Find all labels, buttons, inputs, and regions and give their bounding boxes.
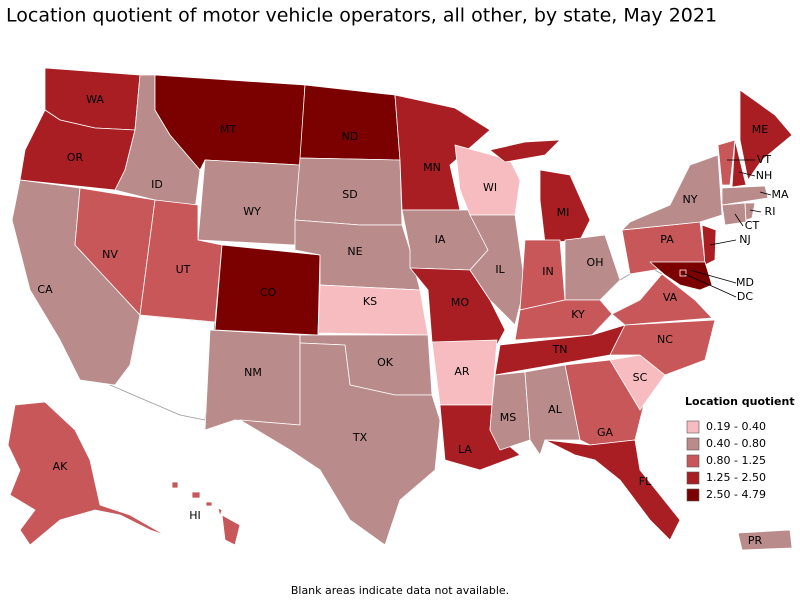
state-label: UT [176, 263, 191, 276]
state-label: PA [660, 233, 674, 246]
legend-label: 0.80 - 1.25 [706, 454, 766, 467]
state-label: KS [363, 295, 377, 308]
state-label: MN [423, 161, 441, 174]
leader-line [749, 209, 762, 213]
state-label: TX [352, 431, 368, 444]
leader-line [738, 171, 756, 177]
state [197, 159, 301, 246]
state-label: AL [548, 403, 563, 416]
state [544, 439, 681, 541]
legend-title: Location quotient [685, 395, 795, 408]
state-label: MD [736, 276, 754, 289]
state-label: OK [377, 356, 394, 369]
state-label: OR [67, 151, 84, 164]
state-label: ME [752, 123, 768, 136]
state-label: OH [587, 256, 604, 269]
state [7, 401, 166, 546]
state [204, 329, 301, 431]
leader-line [682, 272, 737, 298]
state-label: GA [597, 426, 614, 439]
state-label: SD [342, 188, 357, 201]
state-label: DC [737, 290, 753, 303]
state-label: ID [151, 178, 163, 191]
state [721, 202, 747, 226]
state [621, 154, 723, 231]
state [191, 491, 201, 499]
state-label: CT [745, 219, 760, 232]
legend-label: 0.19 - 0.40 [706, 420, 766, 433]
state-label: MT [220, 123, 236, 136]
state-label: NH [756, 169, 773, 182]
state-label: SC [633, 371, 648, 384]
state-label: PR [748, 534, 763, 547]
state-label: NY [683, 193, 698, 206]
state-label: KY [571, 308, 585, 321]
state-label: IA [435, 233, 446, 246]
state [205, 501, 213, 507]
leader-line [734, 213, 744, 227]
state-label: NJ [739, 233, 750, 246]
legend-swatch [686, 420, 700, 434]
state [394, 94, 491, 211]
legend-swatch [686, 437, 700, 451]
state-label: CA [37, 283, 53, 296]
state-label: WA [86, 93, 104, 106]
state-label: VA [663, 291, 678, 304]
state-label: IL [495, 263, 505, 276]
state-label: VT [757, 153, 772, 166]
state [239, 342, 441, 546]
state [171, 481, 179, 489]
leader-line [689, 269, 737, 284]
footnote: Blank areas indicate data not available. [291, 584, 509, 597]
leader-line [759, 191, 772, 196]
state-label: CO [260, 286, 277, 299]
state-label: ND [342, 130, 359, 143]
state [701, 224, 717, 266]
state-label: RI [765, 205, 776, 218]
state [737, 529, 793, 551]
state-label: TN [552, 343, 568, 356]
state-label: MO [451, 296, 469, 309]
state [721, 185, 769, 206]
legend-label: 2.50 - 4.79 [706, 488, 766, 501]
legend-swatch [686, 471, 700, 485]
legend-label: 1.25 - 2.50 [706, 471, 766, 484]
state-label: AR [454, 365, 470, 378]
map-title: Location quotient of motor vehicle opera… [6, 5, 717, 27]
state-label: NM [244, 366, 262, 379]
state [221, 514, 241, 546]
state-label: LA [458, 443, 472, 456]
state [317, 284, 429, 336]
state [564, 234, 621, 301]
state-label: WI [483, 181, 497, 194]
state [731, 139, 747, 188]
state [744, 202, 756, 221]
state-label: MA [771, 188, 788, 201]
state-label: AK [53, 460, 69, 473]
state [299, 84, 401, 161]
state-label: MS [500, 411, 516, 424]
state [489, 139, 561, 163]
legend-swatch [686, 488, 700, 502]
state-label: WY [243, 205, 261, 218]
state [217, 507, 223, 517]
state-label: HI [189, 509, 201, 522]
state-label: IN [542, 265, 553, 278]
state-label: FL [639, 475, 652, 488]
state [717, 139, 736, 186]
state-label: MI [557, 206, 570, 219]
state-label: NE [347, 245, 362, 258]
state-label: NV [102, 248, 118, 261]
state-label: NC [657, 333, 673, 346]
leader-line [709, 239, 737, 246]
state [739, 89, 793, 181]
state [611, 273, 713, 326]
state [469, 214, 526, 326]
legend-swatch [686, 454, 700, 468]
legend-label: 0.40 - 0.80 [706, 437, 766, 450]
